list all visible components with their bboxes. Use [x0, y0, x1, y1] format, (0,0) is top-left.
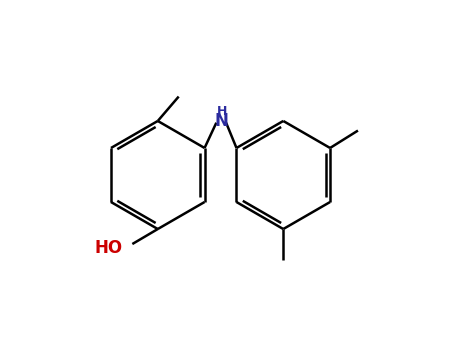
Text: H: H — [217, 105, 227, 118]
Text: HO: HO — [95, 239, 123, 257]
Text: N: N — [215, 112, 229, 130]
